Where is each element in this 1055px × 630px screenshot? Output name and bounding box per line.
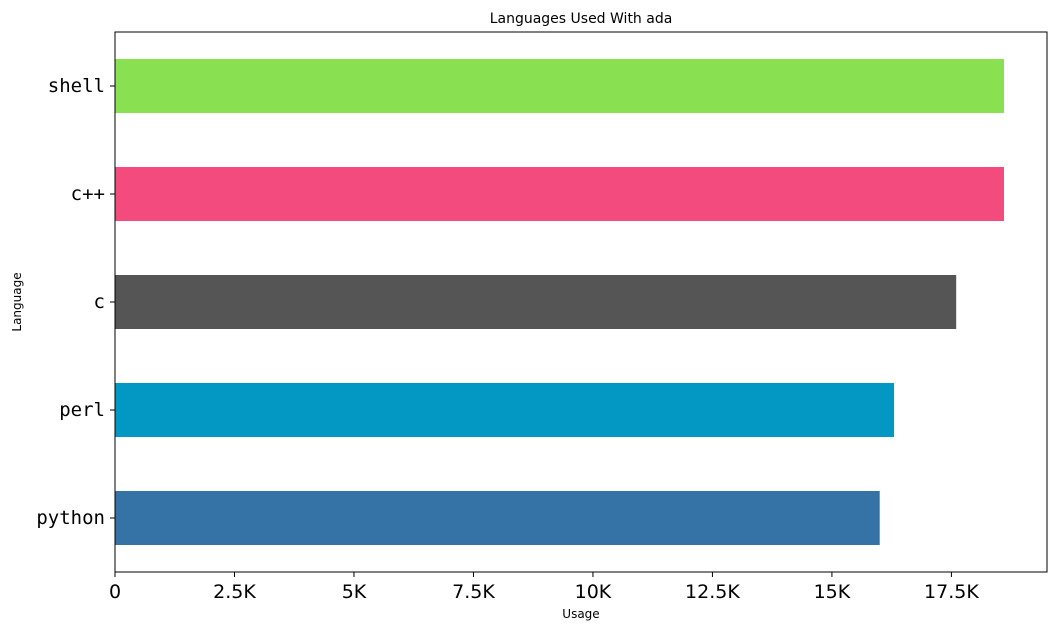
bar-python xyxy=(115,491,880,545)
bar-shell xyxy=(115,59,1004,113)
chart-title: Languages Used With ada xyxy=(490,11,673,27)
x-axis-ticks: 0 2.5K 5K 7.5K 10K 12.5K 15K 17.5K xyxy=(109,572,979,603)
bar-cplus xyxy=(115,167,1004,221)
x-tick-label: 7.5K xyxy=(452,581,495,603)
x-tick-label: 15K xyxy=(814,581,851,603)
y-tick-label: shell xyxy=(48,75,105,97)
y-axis-label: Language xyxy=(10,272,24,331)
y-tick-label: python xyxy=(36,507,105,529)
x-tick-label: 2.5K xyxy=(213,581,256,603)
x-axis-label: Usage xyxy=(562,607,599,621)
y-tick-label: c xyxy=(94,291,105,313)
x-tick-label: 0 xyxy=(109,581,121,603)
y-axis-ticks: python perl c c++ shell xyxy=(36,75,115,529)
x-tick-label: 12.5K xyxy=(685,581,740,603)
bar-perl xyxy=(115,383,895,437)
bars xyxy=(115,59,1004,545)
y-tick-label: perl xyxy=(59,399,105,421)
x-tick-label: 10K xyxy=(575,581,612,603)
bar-c xyxy=(115,275,957,329)
y-tick-label: c++ xyxy=(71,183,105,205)
x-tick-label: 5K xyxy=(342,581,367,603)
x-tick-label: 17.5K xyxy=(924,581,979,603)
